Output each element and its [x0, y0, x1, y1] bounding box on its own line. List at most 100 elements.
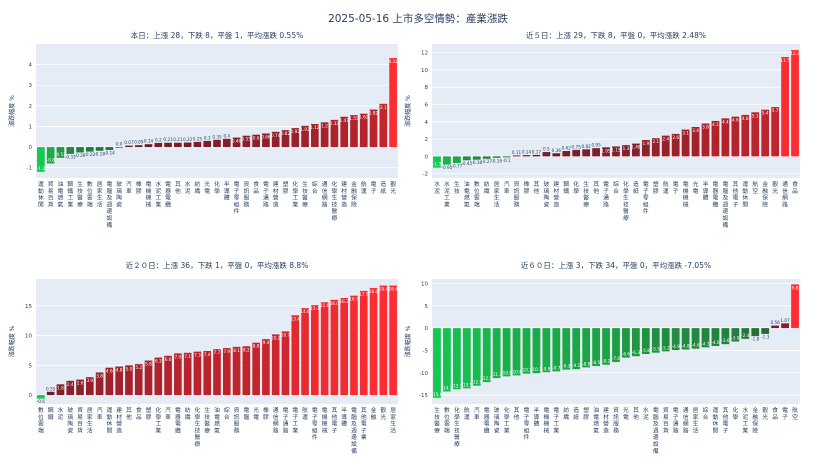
chart-1-bar-label-19: 0.4 — [223, 133, 230, 138]
chart-2-bar-label-27: 3.8 — [702, 125, 709, 130]
chart-3-bar-label-28: 15.1 — [310, 306, 320, 311]
chart-3-xtick-23: 橡膠 — [263, 406, 269, 421]
chart-3-bar-23 — [262, 339, 270, 396]
chart-2-bar-23 — [661, 135, 670, 157]
chart-4-bar-8 — [512, 328, 521, 376]
chart-4-bar-label-20: -6.3 — [632, 350, 641, 355]
chart-2-xtick-10: 其他 — [534, 180, 540, 195]
chart-1-bar-28 — [311, 123, 319, 148]
chart-4-xtick-22: 電腦及週邊設備 — [653, 407, 659, 455]
chart-2-bar-label-12: 0.36 — [552, 148, 562, 153]
chart-1-xtick-11: 電機機械 — [146, 181, 152, 208]
chart-4-bar-label-3: -13.5 — [461, 382, 472, 387]
chart-2-bar-label-18: 1.15 — [611, 147, 621, 152]
chart-1-bar-5 — [85, 147, 94, 152]
chart-2-bar-21 — [641, 139, 650, 157]
chart-3-bar-label-6: 3.8 — [96, 373, 103, 378]
chart-2-bar-30 — [731, 116, 740, 157]
chart-3-bar-34 — [369, 287, 378, 396]
chart-4-bar-16 — [592, 328, 600, 367]
chart-3-xtick-33: 其他電子業 — [361, 406, 367, 441]
chart-1-xtick-36: 觀光 — [390, 180, 396, 195]
chart-4-bar-label-26: -4.6 — [691, 343, 700, 348]
chart-4-xtick-25: 通信網路 — [683, 406, 689, 434]
chart-3-xtick-15: 紡織 — [185, 406, 191, 421]
chart-4-bar-label-24: -4.9 — [672, 344, 681, 349]
chart-2-xtick-31: 運動休閒 — [742, 181, 748, 208]
chart-2-ytick-6: 10 — [421, 68, 428, 74]
chart-3-ytick-0: 0 — [29, 393, 33, 399]
chart-2-xtick-13: 鋼鐵 — [563, 180, 569, 195]
chart-2-bar-36 — [791, 50, 799, 157]
chart-1-bar-label-4: -0.26 — [75, 153, 86, 158]
chart-3-bar-26 — [291, 315, 300, 396]
chart-3-xtick-24: 通信網路 — [273, 406, 279, 434]
chart-4-ytick-2: -5 — [423, 348, 429, 354]
chart-2-bar-label-20: 1.48 — [631, 145, 641, 150]
chart-3-title: 近２０日：上漲 36，下跌 1，平盤 0，平均漲跌 8.8% — [126, 260, 309, 270]
chart-4-xtick-6: 玻璃陶瓷 — [494, 406, 500, 434]
chart-1-bar-label-6: -0.18 — [94, 151, 105, 156]
chart-4-xtick-9: 電子零組件 — [524, 407, 530, 441]
chart-2-title: 近５日：上漲 29，下跌 8，平盤 0，平均漲跌 2.48% — [526, 30, 706, 40]
chart-3-xtick-35: 觀光 — [380, 406, 386, 421]
chart-1-ytick-2: 1 — [29, 124, 33, 130]
chart-2-ytick-5: 8 — [425, 85, 429, 91]
chart-4-bar-label-36: 9.8 — [792, 285, 799, 290]
chart-3-bar-17 — [203, 351, 212, 396]
chart-4-bar-7 — [502, 328, 511, 377]
chart-1-bar-23 — [262, 133, 270, 148]
chart-4-xtick-35: 電子 — [782, 407, 788, 421]
chart-4-bar-36 — [791, 284, 799, 329]
chart-1-bar-label-9: 0.07 — [124, 140, 134, 145]
chart-4-xtick-1: 數位雲端 — [444, 406, 450, 434]
chart-2-xtick-32: 航空 — [752, 180, 758, 195]
chart-3-bar-label-16: 7.3 — [194, 353, 201, 358]
chart-3-bar-6 — [95, 372, 104, 396]
chart-3-bar-29 — [320, 302, 329, 396]
chart-1-xtick-2: 油電燃氣 — [58, 180, 64, 208]
chart-3-bar-label-25: 10.7 — [281, 332, 291, 337]
chart-4-xtick-4: 汽車 — [474, 406, 480, 421]
chart-3-bar-20 — [232, 346, 241, 396]
chart-4-bar-label-33: -1.3 — [761, 334, 770, 339]
chart-1-bar-22 — [252, 134, 260, 148]
chart-2-bar-label-19: 1.3 — [623, 146, 630, 151]
chart-2-bar-0 — [433, 156, 441, 168]
chart-1-ytick-5: 4 — [29, 63, 33, 69]
main-title: 2025-05-16 上市多空情勢：產業漲跌 — [328, 13, 508, 25]
chart-3-bar-21 — [242, 346, 251, 396]
chart-1-xtick-16: 紡織 — [195, 180, 201, 195]
chart-1-xtick-24: 建材營造 — [273, 180, 279, 208]
chart-4-xtick-29: 其他電子 — [722, 406, 728, 434]
chart-2-bar-19 — [622, 145, 630, 157]
chart-1-xtick-22: 食品 — [253, 180, 259, 195]
chart-2-bar-29 — [721, 118, 730, 157]
chart-3-bar-label-3: 2.4 — [67, 382, 74, 387]
chart-3-bar-label-9: 5.0 — [126, 366, 133, 371]
chart-4-xtick-17: 建材營造 — [603, 406, 609, 434]
chart-1-bar-9 — [125, 145, 133, 148]
chart-2-bar-label-0: -1.3 — [433, 162, 442, 167]
chart-2-bar-label-2: -0.77 — [451, 164, 462, 169]
chart-1-bar-label-21: 0.55 — [242, 137, 252, 142]
chart-3-bar-label-7: 4.6 — [106, 369, 113, 374]
chart-4-xtick-31: 水泥工業 — [742, 406, 748, 434]
chart-2-bar-label-34: 5.7 — [772, 108, 779, 113]
chart-3-xtick-36: 居家生活 — [390, 407, 396, 434]
chart-3-xtick-10: 食品 — [136, 406, 142, 421]
chart-3-bar-0 — [37, 395, 45, 399]
chart-3-bar-14 — [174, 353, 182, 396]
chart-1-bar-11 — [144, 144, 153, 148]
chart-4-xtick-27: 綜合 — [703, 406, 709, 421]
chart-3-xtick-11: 塑膠 — [146, 406, 152, 421]
chart-1-bar-label-3: -0.33 — [65, 154, 76, 159]
chart-3-xtick-7: 運動休閒 — [106, 407, 112, 434]
chart-2-bar-26 — [691, 126, 700, 157]
chart-2-xtick-21: 電子零組件 — [643, 181, 649, 215]
chart-1-xtick-1: 貿易百貨 — [48, 180, 54, 208]
chart-2-bar-7 — [502, 156, 511, 158]
chart-3-xtick-8: 建材營造 — [116, 406, 122, 434]
chart-3-xtick-22: 光電 — [253, 406, 259, 421]
chart-4-bar-label-32: -1.8 — [751, 337, 760, 342]
